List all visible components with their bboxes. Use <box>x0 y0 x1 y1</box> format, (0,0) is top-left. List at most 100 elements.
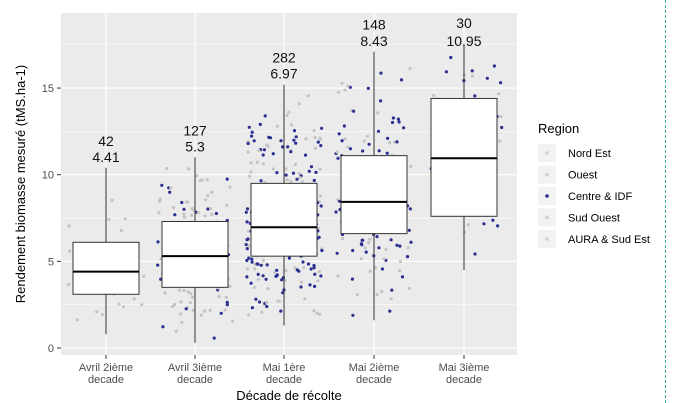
data-point <box>368 269 372 273</box>
data-point <box>247 313 251 317</box>
data-point <box>275 171 279 175</box>
x-tick-label: decade <box>266 374 302 386</box>
data-point <box>376 111 380 115</box>
box <box>72 241 140 295</box>
data-point <box>297 171 301 176</box>
data-point <box>313 146 317 150</box>
data-point <box>312 128 316 133</box>
data-point <box>312 309 316 313</box>
data-point <box>313 284 317 288</box>
data-point <box>313 135 317 140</box>
data-point <box>363 246 367 250</box>
data-point <box>315 311 319 315</box>
data-point <box>117 302 121 306</box>
data-point <box>359 257 363 261</box>
data-point <box>157 199 162 203</box>
data-point <box>261 162 265 166</box>
data-point <box>377 149 381 153</box>
data-point <box>380 267 384 271</box>
data-point <box>119 229 123 233</box>
y-axis-title: Rendement biomasse mesuré (tMS.ha-1) <box>13 65 28 303</box>
data-point <box>390 288 394 292</box>
data-point <box>257 148 261 152</box>
boxes <box>72 44 498 343</box>
data-point <box>316 279 320 283</box>
data-point <box>263 114 267 118</box>
data-point <box>265 143 269 147</box>
data-point <box>470 74 474 78</box>
data-point <box>247 256 251 260</box>
data-point <box>249 170 253 174</box>
data-point <box>255 262 259 266</box>
data-point <box>212 336 216 340</box>
legend-swatch <box>545 194 549 198</box>
data-point <box>307 169 311 173</box>
data-point <box>244 210 248 214</box>
data-point <box>361 149 365 153</box>
x-tick-label: Avril 3ième <box>168 362 222 374</box>
data-point <box>298 176 302 180</box>
data-point <box>308 283 312 287</box>
data-point <box>95 310 99 314</box>
data-point <box>293 266 297 270</box>
median-label: 4.41 <box>92 149 119 165</box>
legend-label: Sud Ouest <box>568 213 620 225</box>
data-point <box>395 243 399 247</box>
y-tick-label: 10 <box>42 170 54 182</box>
data-point <box>496 224 500 228</box>
data-point <box>466 223 470 227</box>
data-point <box>346 84 350 88</box>
data-point <box>249 161 253 165</box>
median-label: 8.43 <box>360 33 387 49</box>
data-point <box>110 198 114 202</box>
data-point <box>184 200 189 204</box>
data-point <box>342 124 346 128</box>
data-point <box>336 156 340 160</box>
legend-swatch <box>545 237 549 241</box>
data-point <box>470 69 474 73</box>
data-point <box>312 263 316 268</box>
legend-label: Centre & IDF <box>568 191 632 203</box>
box <box>250 182 318 257</box>
data-point <box>408 207 412 211</box>
data-point <box>276 299 280 303</box>
data-point <box>334 210 338 214</box>
data-point <box>225 203 229 207</box>
data-point <box>289 150 293 154</box>
data-point <box>291 171 296 175</box>
data-point <box>204 198 208 202</box>
data-point <box>254 297 258 301</box>
data-point <box>182 215 187 219</box>
data-point <box>245 247 249 251</box>
data-point <box>184 307 188 311</box>
data-point <box>182 212 186 216</box>
data-point <box>432 93 436 98</box>
count-label: 127 <box>183 122 207 138</box>
legend-swatch <box>545 151 549 155</box>
data-point <box>172 205 176 210</box>
data-point <box>312 266 316 270</box>
data-point <box>473 94 477 98</box>
data-point <box>355 293 359 297</box>
data-point <box>292 138 296 142</box>
data-point <box>379 71 383 75</box>
count-label: 148 <box>362 17 386 33</box>
y-tick-label: 15 <box>42 83 54 95</box>
data-point <box>206 207 210 211</box>
data-point <box>273 270 277 274</box>
data-point <box>156 240 160 244</box>
data-point <box>299 280 304 284</box>
data-point <box>246 267 250 271</box>
data-point <box>306 262 311 266</box>
data-point <box>279 309 283 313</box>
data-point <box>389 297 393 301</box>
data-point <box>264 277 268 281</box>
data-point <box>274 274 278 278</box>
data-point <box>250 306 254 310</box>
data-point <box>348 147 352 151</box>
data-point <box>161 325 165 329</box>
data-point <box>398 244 402 248</box>
data-point <box>368 237 372 241</box>
